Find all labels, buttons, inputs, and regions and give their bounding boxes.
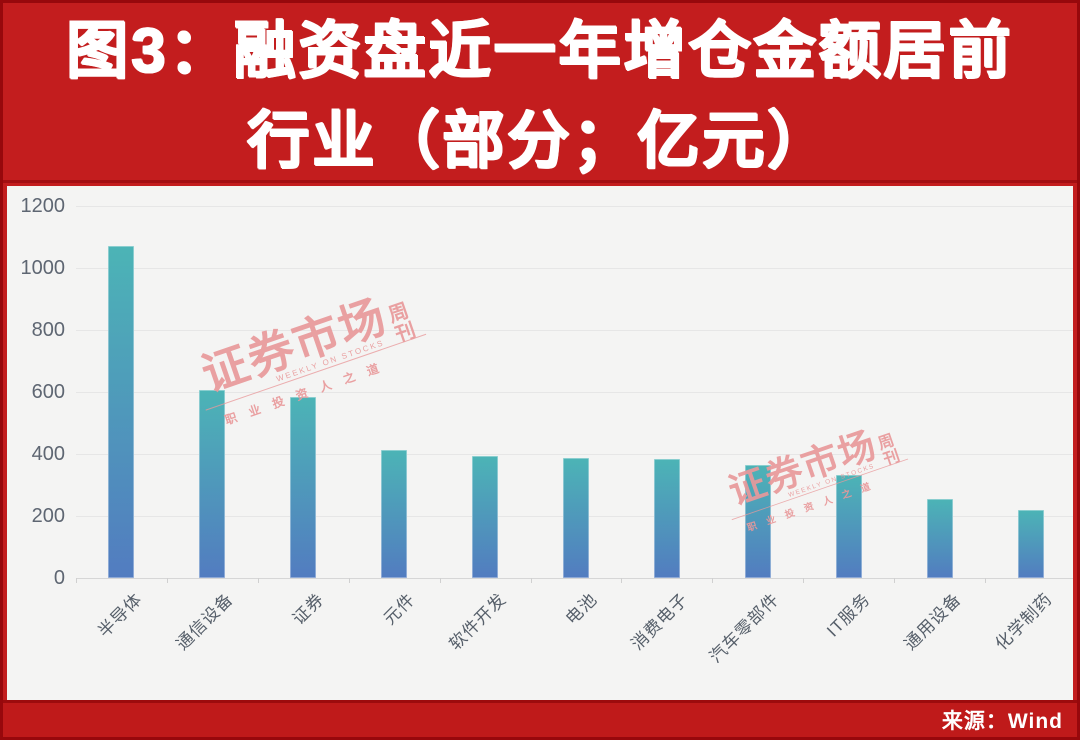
- gridline: [76, 392, 1073, 393]
- y-tick-label: 0: [53, 567, 65, 589]
- gridline: [76, 206, 1073, 207]
- x-axis-label: 半导体: [94, 589, 147, 642]
- x-tick: [621, 578, 623, 583]
- x-tick: [257, 578, 259, 583]
- x-axis-line: [76, 578, 1073, 579]
- x-axis-label: 化学制药: [991, 589, 1056, 654]
- y-tick-label: 200: [31, 505, 65, 527]
- y-tick-label: 1200: [20, 195, 66, 217]
- x-axis-label: 通用设备: [900, 589, 965, 654]
- x-tick: [348, 578, 350, 583]
- x-tick: [439, 578, 441, 583]
- x-axis-labels: 半导体 通信设备 证券 元件 软件开发 电池 消费电子 汽车零部件 IT服务 通用设备 化学制药: [76, 586, 1073, 696]
- bar: [290, 397, 317, 578]
- bar: [108, 246, 135, 578]
- gridline: [76, 268, 1073, 269]
- plot-area: [76, 206, 1073, 583]
- x-axis-label: 汽车零部件: [705, 589, 783, 667]
- y-tick-label: 800: [31, 319, 65, 341]
- x-axis-label: 证券: [289, 589, 329, 629]
- x-tick: [803, 578, 805, 583]
- gridline: [76, 330, 1073, 331]
- x-tick: [530, 578, 532, 583]
- x-tick: [985, 578, 987, 583]
- title-line-1: 图3：融资盘近一年增仓金额居前: [66, 16, 1014, 86]
- bar: [1017, 510, 1044, 578]
- x-axis-label: 元件: [380, 589, 420, 629]
- bar: [199, 390, 226, 578]
- gridline: [76, 454, 1073, 455]
- x-axis-label: 电池: [562, 589, 601, 629]
- x-axis-label: 通信设备: [172, 589, 238, 654]
- bar: [835, 475, 862, 578]
- y-tick-label: 400: [31, 443, 65, 465]
- bar: [744, 465, 771, 578]
- y-tick-label: 1000: [20, 257, 66, 279]
- source-label: 来源：Wind: [941, 710, 1063, 733]
- bar: [563, 458, 589, 578]
- title-line-2: 行业（部分；亿元）: [247, 106, 833, 176]
- bar: [926, 499, 953, 578]
- bar: [381, 449, 408, 578]
- x-tick: [894, 578, 896, 583]
- x-axis-label: 消费电子: [627, 589, 692, 654]
- bar: [653, 459, 680, 578]
- x-tick: [76, 578, 77, 583]
- bar: [472, 455, 499, 578]
- x-axis-label: 软件开发: [445, 589, 511, 654]
- y-tick-label: 600: [31, 381, 65, 403]
- source-bar: 来源：Wind: [3, 700, 1077, 737]
- x-tick: [166, 578, 168, 583]
- chart-title-banner: 图3：融资盘近一年增仓金额居前 行业（部分；亿元）: [3, 3, 1077, 183]
- bar-chart: 0 200 400 600 800 1000 1200 半导体 通信设备 证券 元件 软件开发 电池消…: [7, 186, 1073, 703]
- x-tick: [712, 578, 714, 583]
- x-axis-label: IT服务: [822, 589, 874, 641]
